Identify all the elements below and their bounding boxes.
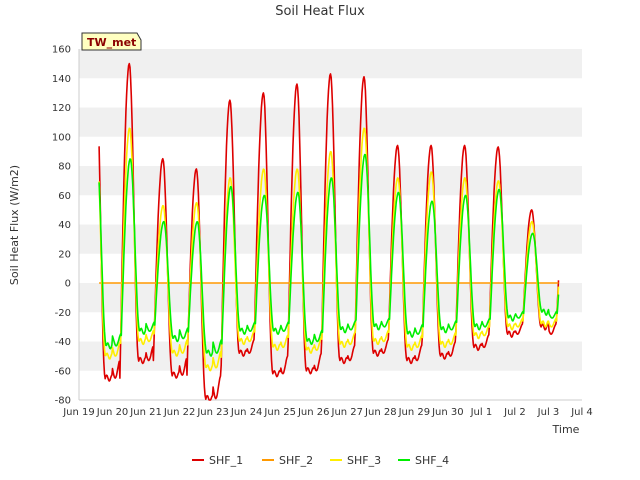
x-tick-label: Jun 25 [263, 407, 296, 418]
x-tick-label: Jun 29 [398, 407, 431, 418]
y-tick-label: -60 [55, 366, 71, 377]
y-tick-label: 120 [52, 103, 71, 114]
x-tick-label: Jun 23 [196, 407, 229, 418]
grid-band [79, 312, 582, 342]
x-tick-label: Jun 26 [297, 407, 330, 418]
station-badge-box [81, 32, 142, 51]
y-tick-label: -40 [55, 337, 71, 348]
grid-band [79, 224, 582, 254]
y-tick-label: 60 [58, 191, 71, 202]
y-tick-label: -80 [55, 396, 71, 407]
x-tick-label: Jun 22 [163, 407, 196, 418]
chart-title: Soil Heat Flux [275, 4, 365, 19]
x-tick-label: Jul 2 [503, 407, 526, 418]
x-tick-label: Jun 24 [230, 407, 263, 418]
grid-band [79, 283, 582, 313]
x-tick-label: Jun 21 [129, 407, 162, 418]
background-bands [79, 49, 582, 400]
station-badge-label: TW_met [87, 36, 136, 49]
y-tick-label: 0 [65, 279, 71, 290]
y-tick-label: 80 [58, 162, 71, 173]
legend-label-shf-3: SHF_3 [347, 454, 381, 467]
y-tick-label: -20 [55, 308, 71, 319]
x-tick-label: Jul 3 [537, 407, 560, 418]
y-tick-label: 100 [52, 132, 71, 143]
y-tick-label: 20 [58, 249, 71, 260]
legend-label-shf-2: SHF_2 [279, 454, 313, 467]
x-tick-label: Jul 1 [470, 407, 493, 418]
grid-band [79, 253, 582, 283]
grid-band [79, 107, 582, 137]
legend: SHF_1 SHF_2 SHF_3 SHF_4 [192, 454, 449, 467]
x-tick-label: Jul 4 [570, 407, 593, 418]
y-tick-label: 160 [52, 45, 71, 56]
y-tick-label: 40 [58, 220, 71, 231]
station-badge: TW_met [81, 32, 142, 51]
series-line-shf-4 [98, 153, 560, 357]
x-axis-label: Time [552, 423, 580, 436]
series-line-shf-3 [98, 127, 560, 372]
grid-band [79, 341, 582, 371]
grid-band [79, 195, 582, 225]
x-tick-label: Jun 20 [96, 407, 129, 418]
grid-band [79, 370, 582, 400]
x-tick-label: Jun 28 [364, 407, 397, 418]
x-axis: Jun 19 Jun 20 Jun 21 Jun 22 Jun 23 Jun 24 Jun … [62, 407, 593, 418]
y-tick-label: 140 [52, 74, 71, 85]
grid-band [79, 78, 582, 108]
legend-label-shf-1: SHF_1 [209, 454, 243, 467]
legend-label-shf-4: SHF_4 [415, 454, 449, 467]
x-tick-label: Jun 19 [62, 407, 95, 418]
x-tick-label: Jun 27 [331, 407, 364, 418]
series-line-shf-1 [98, 62, 560, 401]
series-lines [98, 62, 560, 401]
y-axis: -80 -60 -40 -20 0 20 40 60 80 100 120 140 160 [52, 45, 71, 407]
y-axis-label: Soil Heat Flux (W/m2) [8, 165, 21, 285]
x-tick-label: Jun 30 [431, 407, 464, 418]
